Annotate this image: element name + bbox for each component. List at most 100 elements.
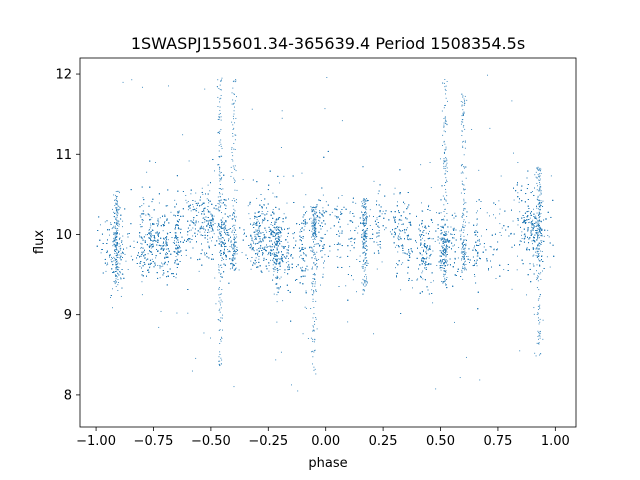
data-point	[518, 201, 520, 203]
data-point	[258, 229, 260, 231]
data-point	[527, 230, 529, 232]
data-point	[427, 249, 429, 251]
data-point	[361, 240, 363, 242]
data-point	[402, 252, 404, 254]
data-point	[350, 241, 352, 243]
data-point	[250, 260, 252, 262]
data-point	[467, 234, 468, 236]
data-point	[230, 241, 232, 243]
data-point	[209, 227, 211, 229]
data-point	[321, 237, 323, 239]
data-point	[117, 269, 119, 271]
data-point	[281, 227, 283, 229]
data-point	[396, 262, 397, 264]
data-point	[425, 232, 427, 234]
data-point	[227, 249, 228, 250]
data-point	[516, 269, 518, 271]
data-point	[213, 215, 215, 217]
data-point	[322, 194, 324, 196]
data-point	[400, 245, 402, 247]
data-point	[120, 277, 122, 279]
data-point	[270, 246, 271, 248]
data-point	[336, 205, 338, 207]
data-point	[301, 247, 303, 248]
data-point	[279, 269, 281, 270]
data-point	[528, 222, 530, 224]
data-point	[347, 223, 349, 225]
data-point	[441, 280, 443, 282]
data-point	[349, 250, 351, 252]
data-point	[428, 204, 430, 206]
data-point	[300, 229, 301, 231]
data-point	[150, 233, 152, 235]
data-point	[185, 199, 187, 201]
data-point	[334, 215, 336, 217]
data-point	[520, 240, 522, 242]
data-point	[176, 247, 178, 249]
data-point	[352, 279, 354, 281]
data-point	[324, 254, 326, 256]
data-point	[286, 202, 288, 204]
data-point	[124, 253, 126, 255]
data-point	[165, 240, 167, 242]
data-point	[222, 257, 223, 259]
data-point	[204, 221, 206, 223]
data-point	[402, 262, 404, 264]
data-point	[376, 268, 378, 270]
data-point	[281, 245, 283, 247]
data-point	[378, 230, 380, 231]
data-point	[263, 260, 265, 261]
data-point	[220, 243, 222, 245]
data-point	[400, 230, 402, 232]
data-point	[426, 264, 428, 266]
data-point	[276, 275, 278, 277]
data-point	[175, 256, 177, 257]
data-point	[447, 231, 449, 233]
data-point	[446, 264, 448, 266]
data-point	[549, 266, 551, 268]
data-point	[275, 263, 277, 265]
data-point	[438, 242, 440, 244]
data-point	[336, 217, 338, 219]
data-point	[268, 270, 270, 272]
data-point	[500, 234, 502, 236]
data-point	[533, 254, 535, 256]
data-point	[280, 276, 282, 278]
data-point	[382, 210, 384, 212]
data-point	[439, 237, 441, 239]
data-point	[365, 206, 367, 208]
data-point	[284, 272, 286, 274]
data-point	[447, 245, 449, 247]
data-point	[273, 293, 275, 295]
data-point	[532, 219, 534, 221]
data-point	[111, 257, 113, 259]
data-point	[141, 252, 143, 254]
data-point	[206, 209, 208, 211]
data-point	[305, 255, 307, 257]
data-point	[475, 261, 477, 263]
data-point	[165, 245, 167, 247]
data-point	[265, 229, 267, 231]
data-point	[529, 217, 531, 219]
data-point	[178, 210, 180, 212]
data-point	[325, 201, 327, 203]
data-point	[453, 237, 455, 239]
data-point	[225, 233, 226, 235]
data-point	[185, 195, 187, 196]
data-point	[398, 223, 400, 225]
data-point	[275, 255, 277, 257]
data-point	[276, 321, 278, 323]
data-point	[474, 275, 476, 277]
data-point	[141, 226, 143, 228]
data-point	[421, 247, 423, 248]
data-point	[157, 249, 159, 251]
data-point	[275, 252, 277, 254]
data-point	[221, 221, 223, 223]
data-point	[339, 257, 341, 259]
data-point	[120, 253, 122, 255]
data-point	[276, 294, 278, 296]
data-point	[458, 247, 460, 248]
data-point	[278, 229, 280, 231]
data-point	[431, 238, 433, 240]
data-point	[253, 222, 255, 223]
